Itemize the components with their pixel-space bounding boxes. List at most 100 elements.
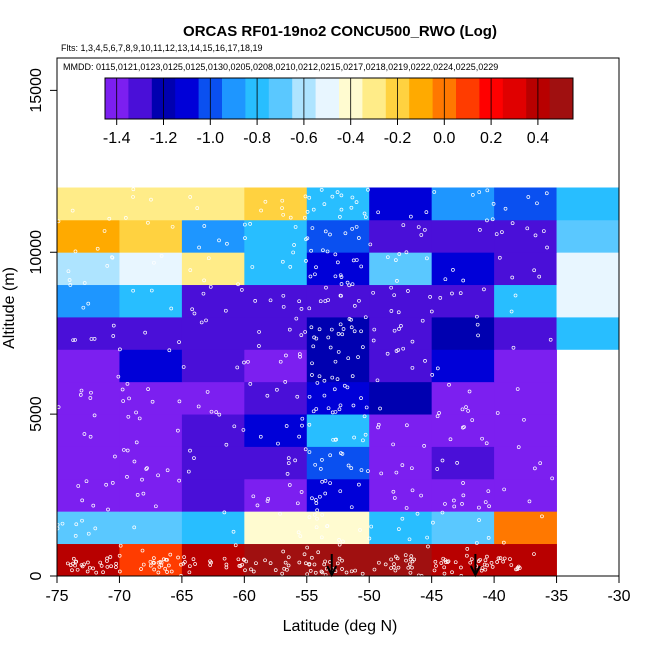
sample-point [243,222,247,227]
heatmap-cell [431,219,495,253]
colorbar-segment [128,78,153,119]
sample-point [318,299,323,304]
sample-point [73,338,77,342]
sample-point [176,428,180,433]
sample-point [350,226,355,231]
heatmap-cell [57,414,120,447]
sample-point [422,227,427,232]
colorbar-tick-label: -1.4 [103,130,131,147]
sample-point [516,564,521,569]
sample-point [80,564,85,569]
sample-point [495,411,500,415]
heatmap-cell [556,284,620,318]
sample-point [214,410,219,414]
sample-point [476,559,481,563]
sample-point [140,477,144,482]
sample-point [217,238,221,243]
sample-point [318,494,322,499]
heatmap-cell [119,446,183,480]
sample-point [425,256,429,261]
sample-point [159,254,164,258]
heatmap-cell [244,284,308,318]
sample-point [146,220,150,225]
sample-point [375,378,380,383]
heatmap-cell [431,349,495,383]
sample-point [366,187,370,192]
heatmap-cell [244,219,308,253]
sample-point [275,387,279,392]
sample-point [307,422,312,427]
sample-point [442,565,447,570]
sample-point [196,404,201,409]
sample-point [255,503,260,508]
heatmap-cell [369,349,433,383]
sample-point [325,249,330,254]
sample-point [346,463,351,468]
sample-point [333,252,338,257]
sample-point [86,531,91,536]
sample-point [433,559,438,564]
heatmap-cell [119,543,183,577]
sample-point [313,272,317,277]
sample-point [338,273,343,278]
sample-point [415,511,420,516]
sample-point [445,560,450,564]
sample-point [143,330,147,335]
sample-point [408,570,413,575]
heatmap-cell [556,317,620,350]
sample-point [439,561,444,565]
sample-point [140,548,145,553]
sample-point [391,442,395,447]
sample-point [250,265,255,269]
sample-point [498,556,503,560]
sample-point [353,568,357,573]
sample-point [310,555,314,560]
sample-point [65,561,70,566]
sample-point [362,414,367,419]
sample-point [73,563,77,568]
sample-point [177,340,181,344]
sample-point [487,504,491,509]
sample-point [358,528,362,532]
sample-point [372,567,377,572]
sample-point [362,211,367,216]
sample-point [480,436,484,441]
sample-point [99,564,104,568]
heatmap-cell [181,414,245,447]
heatmap-cell [244,252,308,286]
sample-point [490,217,495,222]
sample-point [333,359,338,364]
sample-point [377,560,381,565]
sample-point [310,496,314,501]
sample-point [149,197,153,202]
colorbar-segment [315,78,340,119]
sample-point [366,469,370,473]
heatmap-cell [494,511,557,545]
sample-point [475,322,480,327]
sample-point [535,201,539,206]
sample-point [432,568,437,573]
heatmap-cell [181,381,245,415]
sample-point [298,354,302,359]
sample-point [152,260,156,265]
heatmap-cell [119,317,183,350]
sample-point [484,441,489,446]
sample-point [131,288,135,293]
sample-point [299,490,304,494]
heatmap-cells [57,187,620,577]
sample-point [476,333,480,338]
sample-point [335,190,340,195]
sample-point [354,200,359,204]
sample-point [489,561,494,565]
sample-point [75,567,80,572]
sample-point [407,537,412,542]
sample-point [429,309,434,314]
sample-point [371,338,376,343]
sample-point [385,255,390,260]
heatmap-cell [119,349,183,383]
sample-point [281,549,286,554]
sample-point [286,555,291,560]
sample-point [281,212,286,217]
heatmap-cell [306,478,370,512]
sample-point [479,568,484,573]
